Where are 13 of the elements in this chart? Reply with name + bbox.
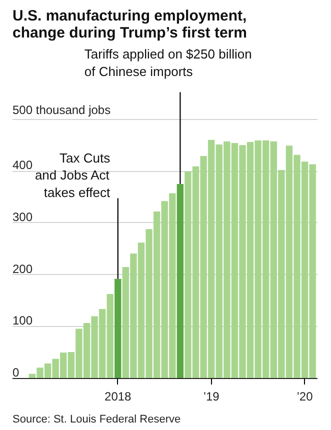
- y-tick-label: 100: [12, 314, 33, 328]
- annotation: Tax Cuts and Jobs Act takes effect: [34, 150, 111, 200]
- y-tick-label: 0: [12, 366, 20, 380]
- annotation: Tariffs applied on $250 billion of Chinese imports: [84, 46, 252, 79]
- x-tick-label: ’20: [296, 390, 314, 404]
- x-tick-label: ’19: [203, 390, 220, 404]
- source-note: Source: St. Louis Federal Reserve: [12, 414, 181, 426]
- y-tick-label: 300: [12, 210, 33, 224]
- y-tick-label: 500 thousand jobs: [12, 103, 111, 118]
- y-tick-label: 400: [12, 158, 33, 172]
- x-tick-label: 2018: [104, 390, 132, 404]
- chart-title: U.S. manufacturing employment, change during Trump’s first term: [12, 8, 247, 42]
- y-tick-label: 200: [12, 262, 33, 276]
